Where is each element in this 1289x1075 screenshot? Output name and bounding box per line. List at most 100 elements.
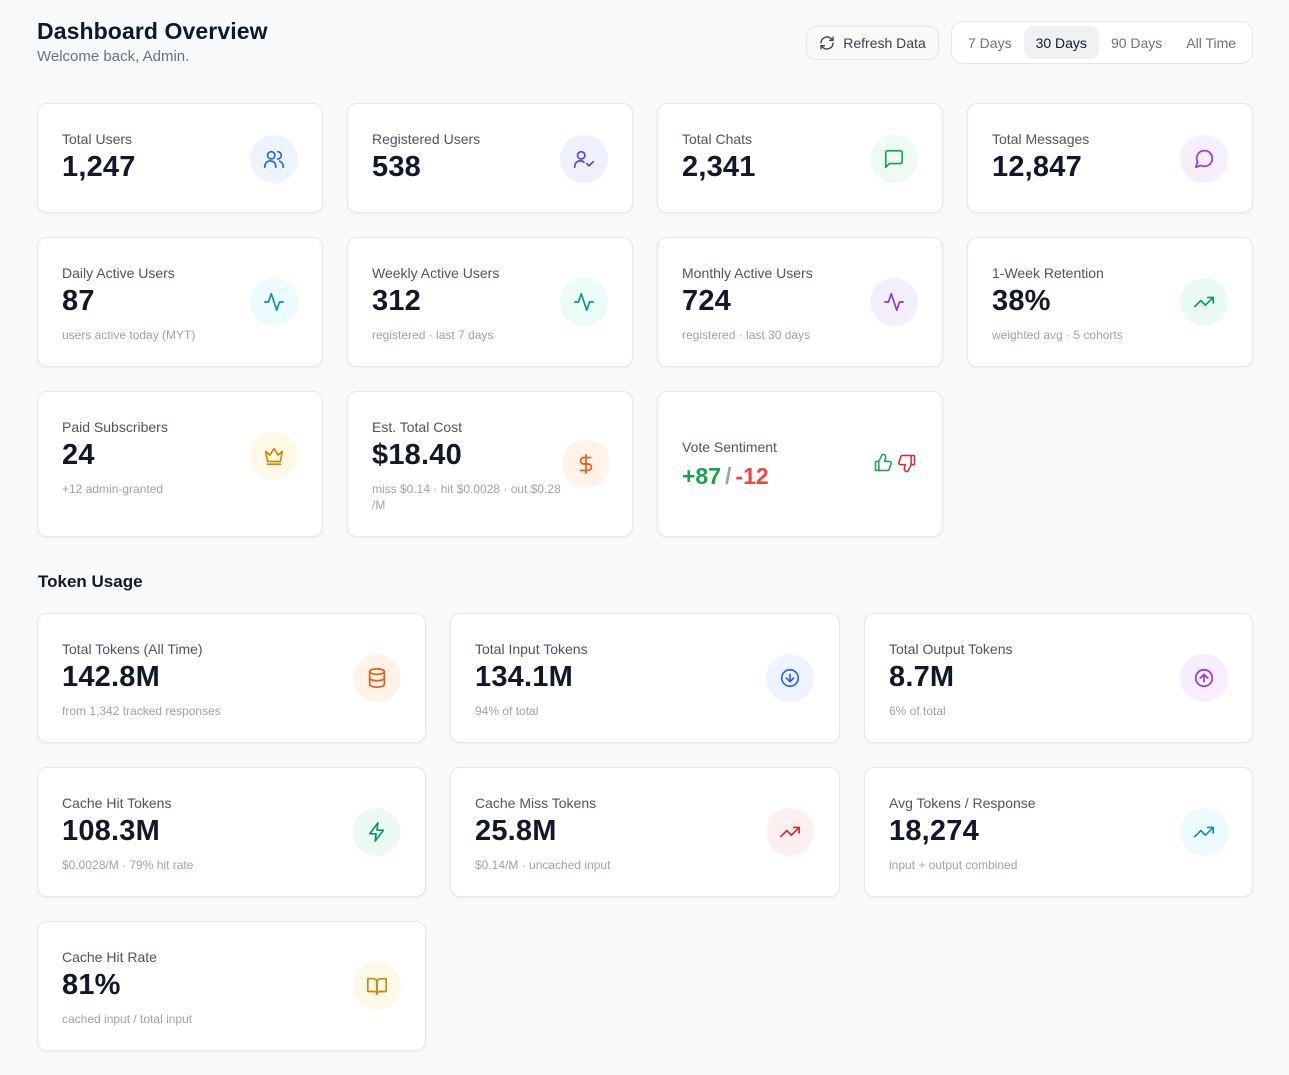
- message-square-icon: [870, 135, 918, 183]
- stat-card-registered-users: Registered Users 538: [347, 103, 633, 213]
- stat-value: $18.40: [372, 439, 462, 471]
- stat-label: 1-Week Retention: [992, 265, 1104, 281]
- stat-card-daily-active-users: Daily Active Users 87 users active today…: [37, 237, 323, 367]
- vote-icons: [873, 453, 917, 473]
- stat-value: 12,847: [992, 151, 1082, 183]
- trending-up-icon: [1180, 808, 1228, 856]
- page-header: Dashboard Overview Welcome back, Admin.: [37, 16, 268, 65]
- users-icon: [250, 135, 298, 183]
- stat-card-total-messages: Total Messages 12,847: [967, 103, 1253, 213]
- stat-value: 81%: [62, 969, 121, 1001]
- thumbs-down-icon: [898, 454, 916, 473]
- stat-value: 24: [62, 439, 95, 471]
- token-card-total-tokens: Total Tokens (All Time) 142.8M from 1,34…: [37, 613, 426, 743]
- activity-icon: [560, 278, 608, 326]
- stat-subtext: input + output combined: [889, 858, 1018, 872]
- stat-value: 1,247: [62, 151, 136, 183]
- stat-label: Paid Subscribers: [62, 419, 168, 435]
- stat-value: 25.8M: [475, 815, 557, 847]
- refresh-data-button[interactable]: Refresh Data: [806, 26, 939, 60]
- stat-subtext: 6% of total: [889, 704, 946, 718]
- stat-card-total-chats: Total Chats 2,341: [657, 103, 943, 213]
- stat-subtext: $0.0028/M · 79% hit rate: [62, 858, 194, 872]
- token-card-cache-hit-rate: Cache Hit Rate 81% cached input / total …: [37, 921, 426, 1051]
- arrow-down-circle-icon: [766, 654, 814, 702]
- page-subtitle: Welcome back, Admin.: [37, 48, 190, 65]
- activity-icon: [870, 278, 918, 326]
- stat-label: Avg Tokens / Response: [889, 795, 1036, 811]
- vote-sentiment-value: +87/-12: [682, 463, 769, 490]
- range-all-time[interactable]: All Time: [1186, 34, 1237, 51]
- stat-value: 724: [682, 285, 731, 317]
- stat-value: 8.7M: [889, 661, 955, 693]
- stat-value: 18,274: [889, 815, 979, 847]
- stat-label: Monthly Active Users: [682, 265, 813, 281]
- crown-icon: [250, 432, 298, 480]
- thumbs-up-icon: [874, 453, 892, 472]
- stat-value: 538: [372, 151, 421, 183]
- stat-subtext: weighted avg · 5 cohorts: [992, 328, 1123, 342]
- stat-subtext: registered · last 30 days: [682, 328, 811, 342]
- trending-up-icon: [1180, 278, 1228, 326]
- database-icon: [353, 654, 401, 702]
- vote-separator: /: [725, 463, 732, 489]
- stat-subtext: users active today (MYT): [62, 328, 196, 342]
- stat-label: Total Users: [62, 131, 133, 147]
- stat-label: Est. Total Cost: [372, 419, 463, 435]
- stat-value: 108.3M: [62, 815, 160, 847]
- stat-label: Registered Users: [372, 131, 481, 147]
- stat-label: Cache Hit Tokens: [62, 795, 172, 811]
- stat-label: Total Output Tokens: [889, 641, 1013, 657]
- range-90-days[interactable]: 90 Days: [1110, 34, 1163, 51]
- range-30-days[interactable]: 30 Days: [1023, 26, 1099, 59]
- stat-value: 2,341: [682, 151, 756, 183]
- refresh-icon: [820, 36, 834, 50]
- stat-card-monthly-active-users: Monthly Active Users 724 registered · la…: [657, 237, 943, 367]
- stat-value: 38%: [992, 285, 1051, 317]
- stat-card-total-cost: Est. Total Cost $18.40 miss $0.14 · hit …: [347, 391, 633, 537]
- token-card-avg-tokens: Avg Tokens / Response 18,274 input + out…: [864, 767, 1253, 897]
- stat-label: Weekly Active Users: [372, 265, 500, 281]
- stat-label: Total Input Tokens: [475, 641, 588, 657]
- stat-label: Cache Hit Rate: [62, 949, 157, 965]
- stat-card-vote-sentiment: Vote Sentiment +87/-12: [657, 391, 943, 537]
- refresh-data-label: Refresh Data: [843, 35, 926, 51]
- stat-label: Vote Sentiment: [682, 439, 777, 455]
- range-7-days[interactable]: 7 Days: [968, 34, 1012, 51]
- activity-icon: [250, 278, 298, 326]
- stat-value: 312: [372, 285, 421, 317]
- stat-subtext: miss $0.14 · hit $0.0028 · out $0.28 /M: [372, 482, 561, 512]
- stat-label: Daily Active Users: [62, 265, 175, 281]
- stat-value: 87: [62, 285, 95, 317]
- stat-subtext: 94% of total: [475, 704, 539, 718]
- token-card-cache-miss: Cache Miss Tokens 25.8M $0.14/M · uncach…: [450, 767, 840, 897]
- zap-icon: [353, 808, 401, 856]
- stat-card-total-users: Total Users 1,247: [37, 103, 323, 213]
- message-circle-icon: [1180, 135, 1228, 183]
- stat-subtext: $0.14/M · uncached input: [475, 858, 611, 872]
- stat-label: Cache Miss Tokens: [475, 795, 597, 811]
- book-open-icon: [353, 962, 401, 1010]
- token-card-cache-hit: Cache Hit Tokens 108.3M $0.0028/M · 79% …: [37, 767, 426, 897]
- page-title: Dashboard Overview: [37, 18, 268, 44]
- time-range-selector: 7 Days 30 Days 90 Days All Time: [951, 21, 1253, 64]
- stat-subtext: registered · last 7 days: [372, 328, 494, 342]
- stat-value: 134.1M: [475, 661, 573, 693]
- arrow-up-circle-icon: [1180, 654, 1228, 702]
- token-card-output-tokens: Total Output Tokens 8.7M 6% of total: [864, 613, 1253, 743]
- dollar-sign-icon: [562, 440, 610, 488]
- stat-subtext: cached input / total input: [62, 1012, 193, 1026]
- stat-card-paid-subscribers: Paid Subscribers 24 +12 admin-granted: [37, 391, 323, 537]
- stat-subtext: +12 admin-granted: [62, 482, 164, 496]
- user-check-icon: [560, 135, 608, 183]
- token-card-input-tokens: Total Input Tokens 134.1M 94% of total: [450, 613, 840, 743]
- stat-label: Total Messages: [992, 131, 1090, 147]
- stat-card-weekly-active-users: Weekly Active Users 312 registered · las…: [347, 237, 633, 367]
- stat-label: Total Tokens (All Time): [62, 641, 203, 657]
- stat-card-retention: 1-Week Retention 38% weighted avg · 5 co…: [967, 237, 1253, 367]
- trending-up-icon: [766, 808, 814, 856]
- section-title-token-usage: Token Usage: [38, 572, 143, 591]
- stat-subtext: from 1,342 tracked responses: [62, 704, 221, 718]
- upvote-count: +87: [682, 463, 722, 489]
- stat-value: 142.8M: [62, 661, 160, 693]
